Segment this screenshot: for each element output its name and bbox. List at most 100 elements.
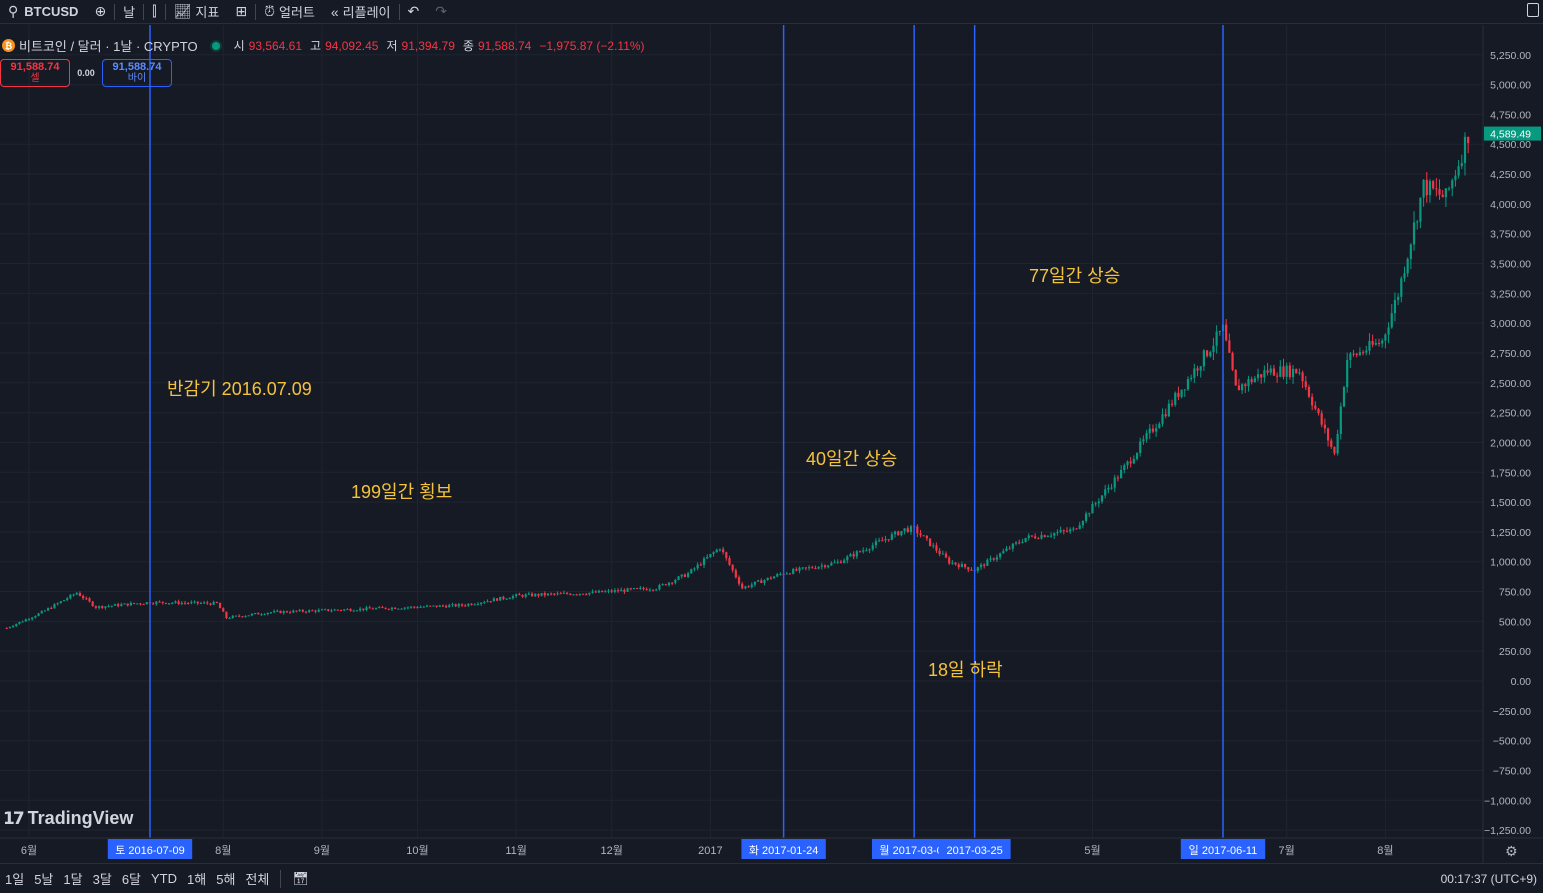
candle [1151,424,1155,434]
candle [747,585,750,588]
candle [218,602,222,609]
sell-price: 91,588.74 [10,61,60,73]
candle [1088,512,1091,517]
candle [553,593,556,596]
candle [639,586,642,591]
candle [209,602,212,606]
candle [1317,407,1320,416]
candle [1094,501,1097,507]
candle [992,557,995,562]
candle [1326,427,1330,447]
compare-symbol-button[interactable]: ⊕ [86,0,114,24]
annotation-halving[interactable]: 반감기 2016.07.09 [167,379,312,399]
range-button-5y[interactable]: 5해 [216,872,236,887]
candle [1425,172,1428,203]
candle [203,600,206,604]
candle [1069,527,1072,534]
range-button-6m[interactable]: 6달 [121,872,142,887]
price-tick-label: 3,750.00 [1490,229,1531,241]
candle [480,602,483,606]
chart-indicators-icon: 📈︎ [173,3,192,19]
candle [795,567,798,572]
candle [1056,529,1059,536]
indicators-button[interactable]: 📈︎ 지표 [166,0,228,24]
time-axis[interactable]: 6월 8월 9월 10월 11월 12월 2017 5월 7월 8월 토 2016-07-09 화 2… [0,837,1543,859]
candle [667,581,671,587]
candle [117,602,120,608]
annotation-sideways[interactable]: 199일간 횡보 [351,482,453,502]
candle [101,605,104,610]
layouts-button[interactable]: ⊞ [227,0,255,24]
alert-button[interactable]: ⏰︎ 얼러트 [256,0,323,24]
chart-type-button[interactable]: ⫿ [144,0,164,24]
range-button-3m[interactable]: 3달 [92,872,112,887]
annotation-rise-77[interactable]: 77일간 상승 [1029,266,1121,286]
candle [798,566,801,574]
range-button-1m[interactable]: 1달 [63,872,83,887]
candle [671,582,674,586]
symbol-search-button[interactable]: ⚲ BTCUSD [0,0,86,24]
price-tick-label: 5,000.00 [1490,80,1531,92]
annotation-fall-18[interactable]: 18일 하락 [928,660,1003,680]
candle [1454,169,1457,187]
range-button-1d[interactable]: 1일 [5,872,25,887]
sell-button[interactable]: 91,588.74 셀 [0,59,70,87]
candle [1272,365,1276,376]
series-title[interactable]: 비트코인 / 달러 · 1날 · CRYPTO [19,39,198,54]
candle [40,610,43,614]
candle [1314,401,1317,411]
range-button-ytd[interactable]: YTD [151,871,178,886]
go-to-date-icon[interactable]: 📅︎ [292,870,309,886]
candle [916,524,919,538]
candle [193,600,196,604]
candle [632,587,636,590]
symbol-name: BTCUSD [24,4,79,19]
interval-button[interactable]: 날 [115,0,143,24]
candle [836,559,839,565]
candle [1024,537,1027,543]
gear-icon[interactable]: ⚙ [1505,843,1518,859]
replay-button[interactable]: « 리플레이 [323,0,399,24]
candle [983,563,986,569]
redo-icon: ↷ [435,3,447,19]
annotation-rise-40[interactable]: 40일간 상승 [806,449,898,469]
candle [1183,389,1186,398]
price-axis[interactable]: 5,250.00 5,000.00 4,750.00 4,500.00 4,250.00… [1482,25,1541,863]
candle [298,608,301,612]
candle [339,609,343,612]
buy-button[interactable]: 91,588.74 바이 [102,59,172,87]
toolbar-divider [114,3,116,20]
fullscreen-icon[interactable] [1527,3,1539,17]
candle [712,551,715,557]
candle [257,612,260,615]
candle [438,604,441,607]
candle [613,588,616,594]
candle [776,572,779,578]
candle [1049,532,1053,539]
redo-button[interactable]: ↷ [427,0,455,24]
range-button-1y[interactable]: 1해 [187,872,207,887]
candle [1368,333,1371,355]
tradingview-logo[interactable]: 𝟭𝟳 TradingView [3,808,133,829]
candle [1355,352,1358,358]
candle [925,534,928,542]
range-button-all[interactable]: 전체 [245,872,270,887]
candle [413,606,416,609]
candle [1419,197,1422,229]
candle [1463,132,1467,176]
candle [470,602,473,606]
candle [1027,533,1030,541]
candle [1247,375,1250,392]
candle [110,605,113,608]
undo-button[interactable]: ↶ [400,0,428,24]
candle [855,550,858,560]
price-chart[interactable]: 5,250.00 5,000.00 4,750.00 4,500.00 4,250.00… [0,25,1543,863]
candle [1075,528,1078,530]
clock-readout[interactable]: 00:17:37 (UTC+9) [1440,872,1537,886]
range-button-5d[interactable]: 5날 [34,872,54,887]
candle [690,568,693,574]
candle [123,603,126,605]
open-label: 시 [233,39,245,53]
candle [1460,154,1463,170]
candle [416,606,419,609]
